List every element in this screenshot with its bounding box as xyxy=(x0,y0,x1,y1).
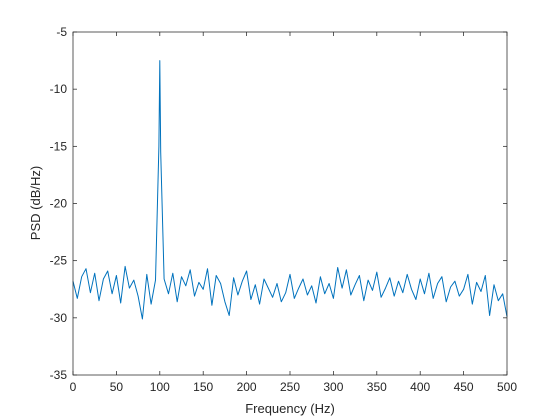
x-tick-label: 300 xyxy=(323,380,343,394)
x-tick-label: 200 xyxy=(237,380,257,394)
watermark-text: 知乎 @Three xyxy=(424,392,504,408)
x-tick-label: 450 xyxy=(454,380,474,394)
plot-area xyxy=(73,32,507,375)
x-tick-label: 500 xyxy=(497,380,517,394)
y-tick-label: -35 xyxy=(50,368,68,382)
x-tick-label: 350 xyxy=(367,380,387,394)
x-tick-label: 150 xyxy=(193,380,213,394)
y-tick-label: -25 xyxy=(50,254,68,268)
y-tick-label: -15 xyxy=(50,139,68,153)
tick-label-group: 0 50 100 150 200 250 300 350 400 450 500 -35 -30 -25 -… xyxy=(50,25,518,394)
y-tick-label: -10 xyxy=(50,82,68,96)
plot-frame xyxy=(72,31,508,376)
x-tick-label: 0 xyxy=(70,380,77,394)
y-tick-label: -5 xyxy=(56,25,67,39)
x-tick-label: 400 xyxy=(410,380,430,394)
x-axis-label: Frequency (Hz) xyxy=(245,401,335,416)
y-axis-label: PSD (dB/Hz) xyxy=(28,166,43,240)
x-tick-label: 100 xyxy=(150,380,170,394)
x-tick-label: 250 xyxy=(280,380,300,394)
psd-series-line xyxy=(72,60,508,320)
y-tick-label: -30 xyxy=(50,311,68,325)
y-tick-label: -20 xyxy=(50,197,68,211)
x-tick-label: 50 xyxy=(110,380,124,394)
